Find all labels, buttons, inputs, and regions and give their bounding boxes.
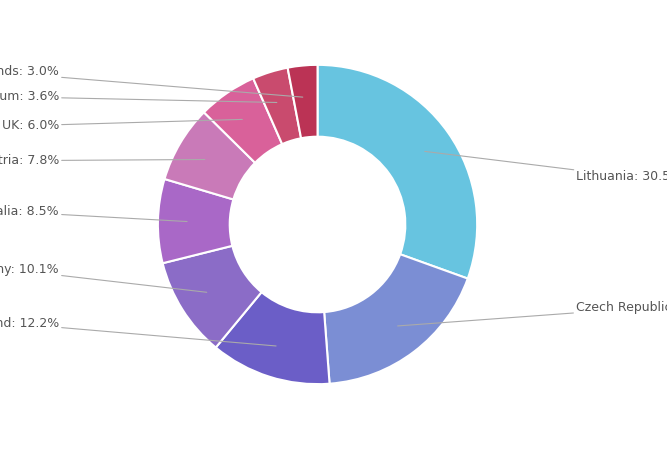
Wedge shape xyxy=(165,112,255,199)
Text: UK: 6.0%: UK: 6.0% xyxy=(1,119,242,132)
Wedge shape xyxy=(163,246,261,348)
Text: Austria: 7.8%: Austria: 7.8% xyxy=(0,154,205,167)
Text: Australia: 8.5%: Australia: 8.5% xyxy=(0,205,187,221)
Wedge shape xyxy=(215,292,329,384)
Wedge shape xyxy=(204,79,282,163)
Text: Lithuania: 30.5%: Lithuania: 30.5% xyxy=(425,151,667,183)
Wedge shape xyxy=(287,65,317,138)
Wedge shape xyxy=(158,179,233,263)
Wedge shape xyxy=(324,254,468,384)
Wedge shape xyxy=(317,65,477,278)
Text: Belgium: 3.6%: Belgium: 3.6% xyxy=(0,90,277,103)
Text: Czech Republic: 18.3%: Czech Republic: 18.3% xyxy=(398,301,667,326)
Text: The Netherlands: 3.0%: The Netherlands: 3.0% xyxy=(0,65,303,97)
Wedge shape xyxy=(253,68,301,144)
Text: Germany: 10.1%: Germany: 10.1% xyxy=(0,263,207,292)
Text: Ireland: 12.2%: Ireland: 12.2% xyxy=(0,317,276,346)
